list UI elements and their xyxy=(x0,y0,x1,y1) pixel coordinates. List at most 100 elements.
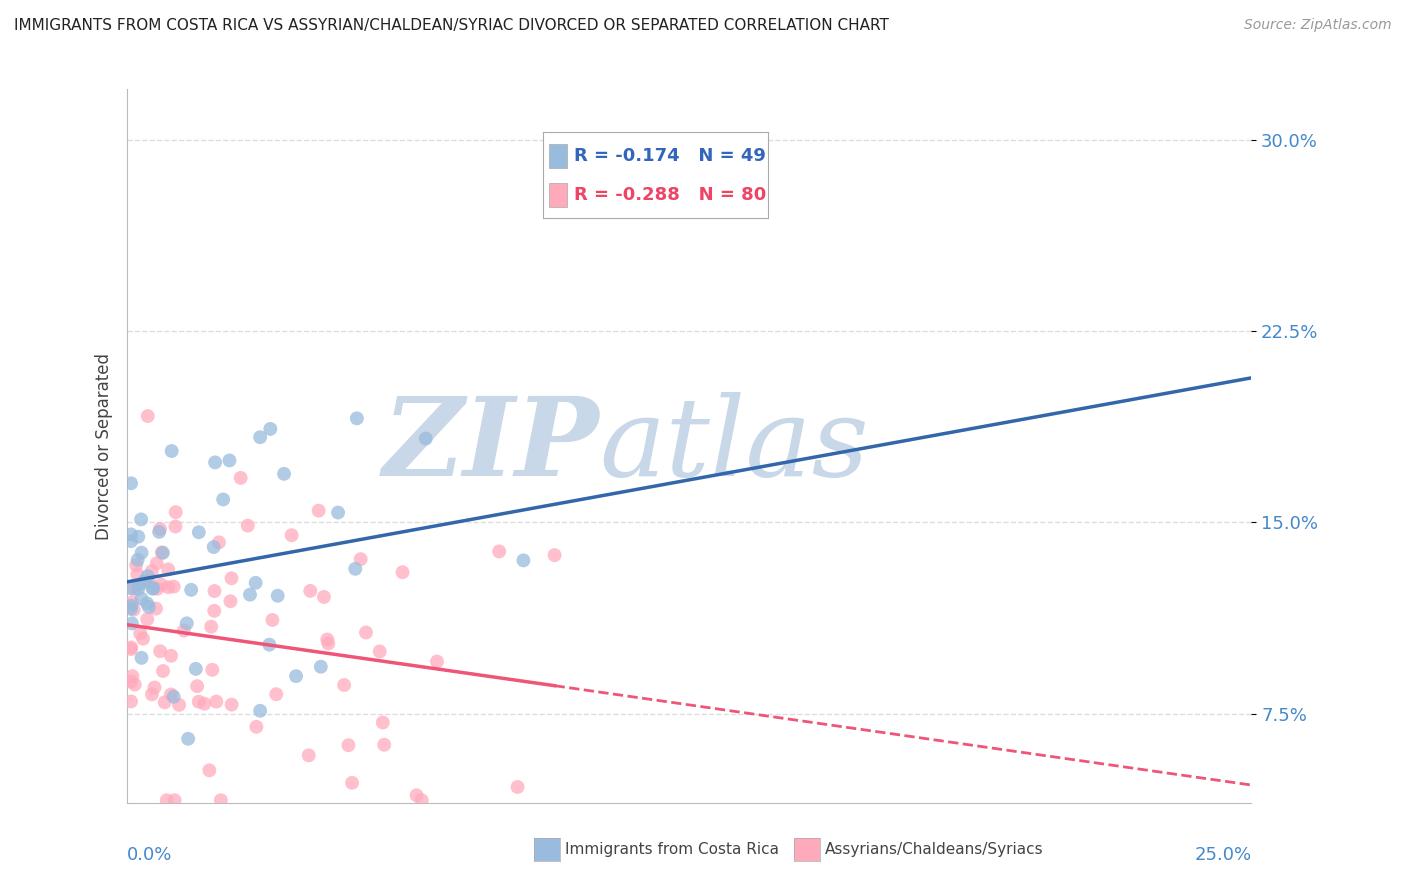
Point xyxy=(186,679,208,693)
Bar xyxy=(550,184,568,207)
Point xyxy=(134,574,156,588)
Point xyxy=(298,748,321,763)
Point xyxy=(149,522,172,536)
Text: R = -0.288   N = 80: R = -0.288 N = 80 xyxy=(574,186,766,204)
Point xyxy=(122,602,145,616)
Point xyxy=(249,704,271,718)
Point xyxy=(127,567,149,582)
Point xyxy=(200,620,222,634)
Point xyxy=(264,687,287,701)
Text: Source: ZipAtlas.com: Source: ZipAtlas.com xyxy=(1244,18,1392,32)
Point xyxy=(259,422,281,436)
Text: 25.0%: 25.0% xyxy=(1194,846,1251,863)
Text: atlas: atlas xyxy=(599,392,869,500)
Point xyxy=(157,562,180,576)
Point xyxy=(120,599,142,613)
Point xyxy=(219,594,242,608)
Point xyxy=(156,793,179,807)
Point xyxy=(308,503,330,517)
Point xyxy=(157,580,180,594)
Point xyxy=(180,582,202,597)
Point xyxy=(337,738,360,752)
Point xyxy=(354,625,377,640)
Point xyxy=(202,540,225,554)
Point xyxy=(368,644,391,658)
Point xyxy=(120,640,142,655)
Point xyxy=(160,444,183,458)
Point xyxy=(127,530,149,544)
Point xyxy=(212,492,235,507)
Point xyxy=(173,624,195,638)
Point xyxy=(141,564,163,578)
Point xyxy=(262,613,284,627)
Text: IMMIGRANTS FROM COSTA RICA VS ASSYRIAN/CHALDEAN/SYRIAC DIVORCED OR SEPARATED COR: IMMIGRANTS FROM COSTA RICA VS ASSYRIAN/C… xyxy=(14,18,889,33)
Point xyxy=(160,648,183,663)
Point xyxy=(121,616,143,631)
Point xyxy=(221,571,243,585)
Point xyxy=(136,569,159,583)
Point xyxy=(153,695,176,709)
Point xyxy=(122,582,145,596)
Point xyxy=(167,698,190,712)
Point xyxy=(145,557,167,571)
Point xyxy=(125,558,148,573)
Point xyxy=(543,548,565,562)
Point xyxy=(259,638,281,652)
Point xyxy=(488,544,510,558)
Point xyxy=(506,780,529,794)
Point xyxy=(128,578,150,592)
Point xyxy=(165,505,187,519)
Text: Immigrants from Costa Rica: Immigrants from Costa Rica xyxy=(565,842,779,856)
Point xyxy=(141,582,163,596)
Point xyxy=(160,688,183,702)
Point xyxy=(391,565,413,579)
Point xyxy=(163,580,186,594)
Point xyxy=(340,776,363,790)
Point xyxy=(285,669,308,683)
Point xyxy=(249,430,271,444)
Point xyxy=(333,678,356,692)
Point xyxy=(129,626,152,640)
Point xyxy=(204,584,226,599)
Point xyxy=(176,616,198,631)
Point xyxy=(148,524,170,539)
Point xyxy=(299,583,322,598)
Point xyxy=(280,528,302,542)
Point xyxy=(152,664,174,678)
Point xyxy=(198,764,221,778)
Point xyxy=(150,577,173,591)
Point xyxy=(121,595,143,609)
Point xyxy=(221,698,243,712)
Point xyxy=(426,655,449,669)
Point xyxy=(141,687,163,701)
Point xyxy=(149,644,172,658)
Point xyxy=(373,738,395,752)
Point xyxy=(127,553,149,567)
Point xyxy=(512,553,534,567)
Point xyxy=(218,453,240,467)
Text: Assyrians/Chaldeans/Syriacs: Assyrians/Chaldeans/Syriacs xyxy=(825,842,1043,856)
Point xyxy=(187,525,209,540)
Point xyxy=(136,596,159,610)
Point xyxy=(138,600,160,615)
Point xyxy=(411,793,433,807)
Text: 0.0%: 0.0% xyxy=(127,846,172,863)
Point xyxy=(236,518,259,533)
Text: R = -0.174   N = 49: R = -0.174 N = 49 xyxy=(574,147,766,165)
Point xyxy=(204,455,226,469)
Point xyxy=(209,793,232,807)
Point xyxy=(267,589,290,603)
Point xyxy=(193,697,215,711)
Point xyxy=(163,690,186,704)
Point xyxy=(326,506,349,520)
Point xyxy=(202,604,225,618)
Point xyxy=(309,659,332,673)
Point xyxy=(229,471,252,485)
Point xyxy=(120,642,142,657)
Point xyxy=(120,674,142,689)
Point xyxy=(405,789,427,803)
Point xyxy=(152,546,174,560)
Point xyxy=(344,562,367,576)
Point xyxy=(165,519,187,533)
Point xyxy=(131,546,153,560)
